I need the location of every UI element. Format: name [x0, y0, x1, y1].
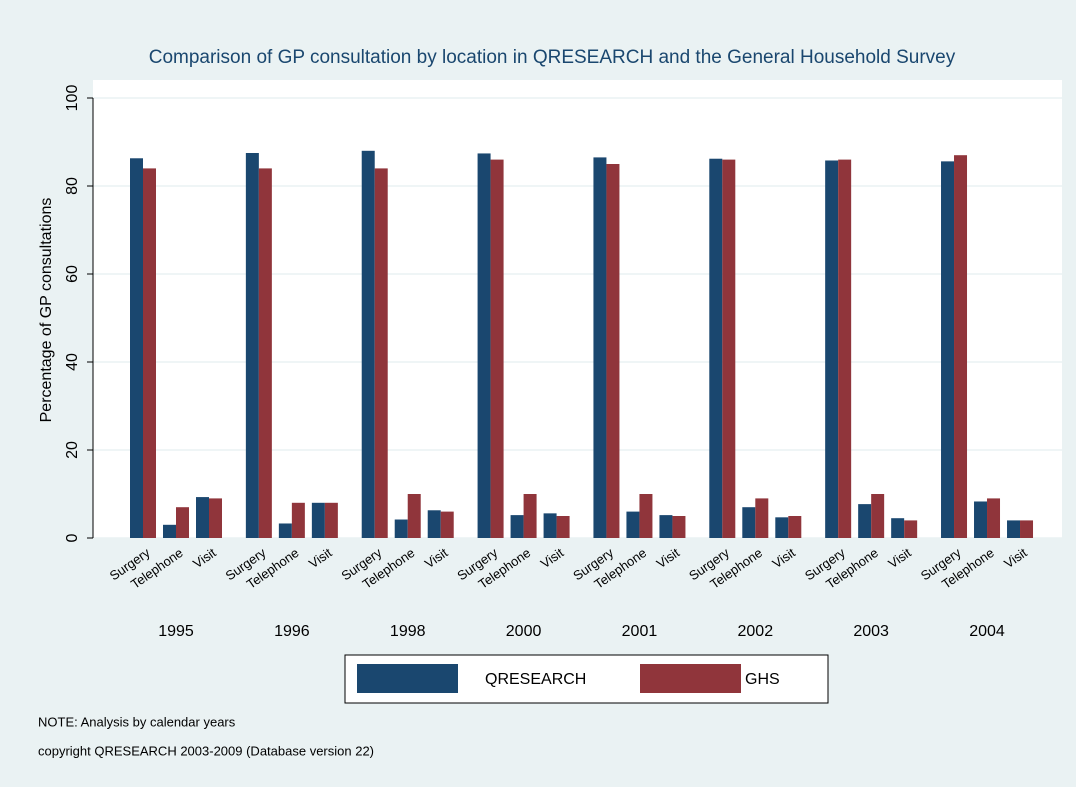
bar	[974, 501, 988, 538]
bar	[742, 507, 756, 538]
group-label: 1998	[390, 623, 426, 640]
bar	[440, 511, 454, 538]
bar	[722, 159, 736, 538]
bar	[427, 510, 441, 538]
bar	[626, 511, 640, 538]
bar	[871, 494, 885, 538]
chart-title: Comparison of GP consultation by locatio…	[149, 47, 956, 68]
bar	[904, 520, 918, 538]
bar	[311, 502, 325, 538]
bar	[278, 523, 292, 538]
bar	[361, 150, 375, 539]
group-label: 1995	[158, 623, 194, 640]
bar	[163, 524, 176, 538]
legend-swatch	[357, 664, 458, 693]
y-tick-label: 100	[64, 85, 81, 112]
bar	[324, 502, 338, 538]
bar	[245, 153, 259, 538]
y-tick-label: 20	[64, 441, 81, 459]
bar	[258, 168, 272, 538]
bar	[209, 498, 222, 538]
bar	[858, 504, 872, 538]
bar	[1007, 520, 1021, 538]
bar	[987, 498, 1001, 538]
y-tick-label: 0	[64, 533, 81, 542]
bar	[143, 168, 156, 538]
bar	[891, 518, 905, 538]
bar	[606, 164, 620, 538]
y-tick-label: 80	[64, 177, 81, 195]
bar	[1020, 520, 1034, 538]
bar	[788, 516, 802, 538]
group-label: 2004	[969, 623, 1005, 640]
group-label: 2003	[853, 623, 889, 640]
bar	[659, 515, 673, 538]
y-tick-label: 40	[64, 353, 81, 371]
bar	[291, 502, 305, 538]
bar	[374, 168, 388, 538]
note: NOTE: Analysis by calendar years	[38, 714, 236, 729]
bar	[755, 498, 769, 538]
bar	[510, 515, 524, 538]
group-label: 2002	[738, 623, 774, 640]
legend-swatch	[640, 664, 741, 693]
bar	[130, 158, 143, 538]
legend-label: GHS	[745, 671, 780, 688]
bar	[477, 153, 491, 538]
bar	[941, 161, 955, 539]
bar	[407, 494, 421, 538]
bar	[838, 159, 852, 538]
bar	[490, 159, 504, 538]
y-tick-label: 60	[64, 265, 81, 283]
bar	[775, 517, 789, 538]
bar	[523, 494, 537, 538]
bar	[196, 497, 209, 538]
bar	[954, 155, 968, 538]
y-axis-title: Percentage of GP consultations	[38, 198, 55, 423]
bar	[394, 519, 408, 538]
note: copyright QRESEARCH 2003-2009 (Database …	[38, 743, 374, 758]
plot-area	[93, 80, 1062, 538]
legend-label: QRESEARCH	[485, 671, 586, 688]
bar	[672, 516, 686, 538]
bar	[825, 160, 839, 539]
bar	[709, 158, 723, 538]
bar	[176, 507, 189, 538]
bar	[543, 513, 557, 538]
bar	[639, 494, 653, 538]
group-label: 2001	[622, 623, 658, 640]
bar	[593, 157, 607, 538]
group-label: 1996	[274, 623, 310, 640]
group-label: 2000	[506, 623, 542, 640]
bar	[556, 516, 570, 538]
